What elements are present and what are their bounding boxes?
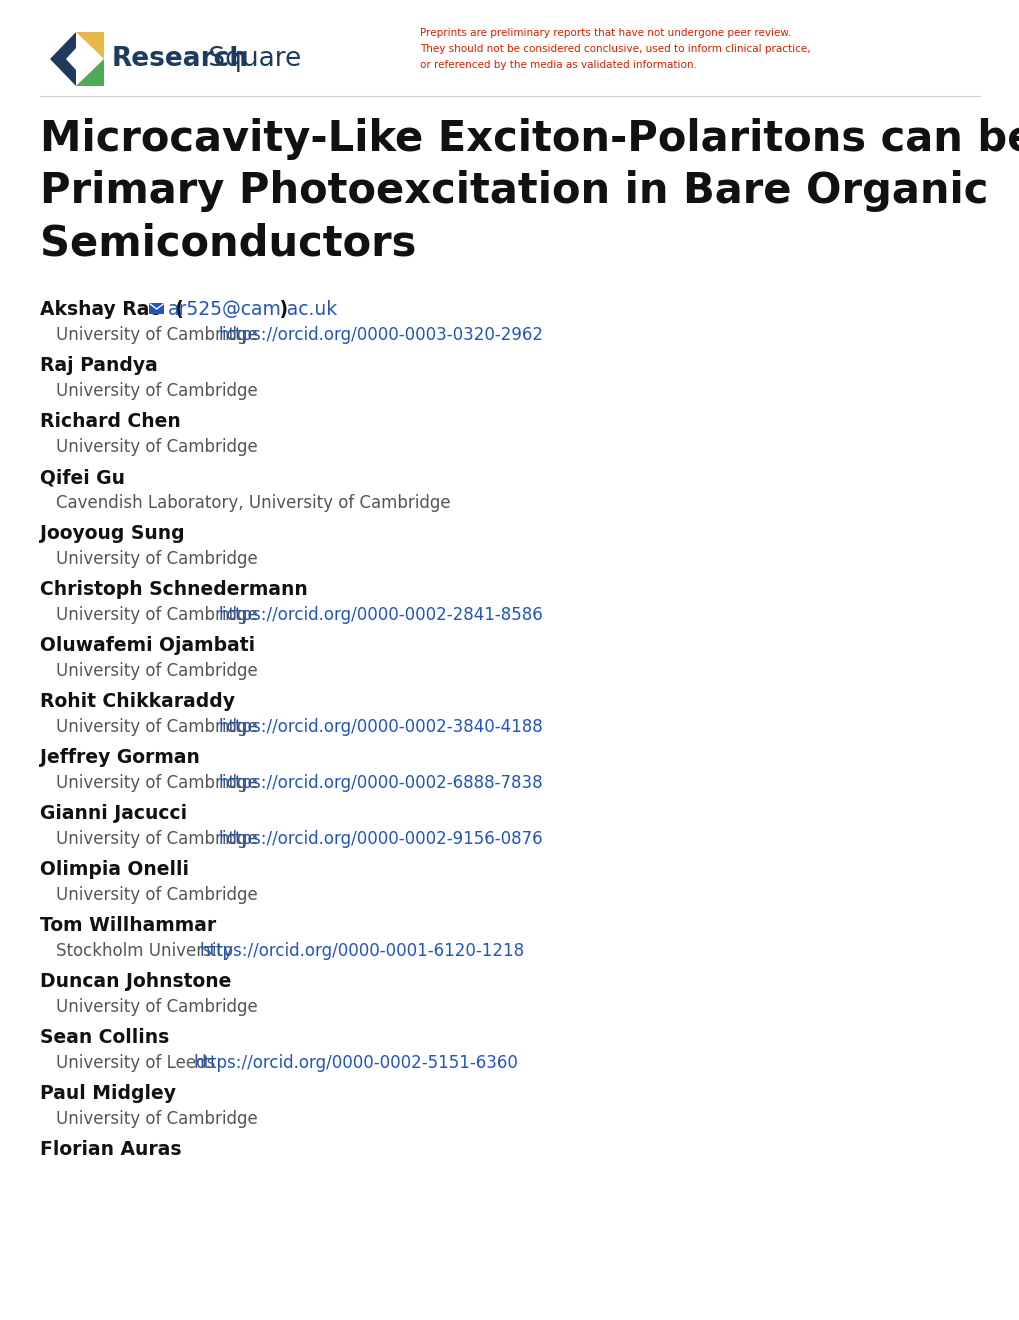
Text: Raj Pandya: Raj Pandya bbox=[40, 356, 158, 375]
Text: University of Cambridge: University of Cambridge bbox=[56, 718, 258, 737]
Text: Christoph Schnedermann: Christoph Schnedermann bbox=[40, 579, 308, 599]
Text: Preprints are preliminary reports that have not undergone peer review.: Preprints are preliminary reports that h… bbox=[420, 28, 791, 38]
Text: Akshay Rao  (: Akshay Rao ( bbox=[40, 300, 191, 319]
Text: Qifei Gu: Qifei Gu bbox=[40, 469, 125, 487]
Text: They should not be considered conclusive, used to inform clinical practice,: They should not be considered conclusive… bbox=[420, 44, 810, 54]
Text: Jooyoug Sung: Jooyoug Sung bbox=[40, 524, 184, 543]
Text: Duncan Johnstone: Duncan Johnstone bbox=[40, 972, 231, 991]
Text: University of Cambridge: University of Cambridge bbox=[56, 381, 258, 400]
Text: University of Cambridge: University of Cambridge bbox=[56, 606, 258, 624]
Text: Richard Chen: Richard Chen bbox=[40, 412, 180, 432]
Text: Primary Photoexcitation in Bare Organic: Primary Photoexcitation in Bare Organic bbox=[40, 170, 987, 213]
Text: ar525@cam.ac.uk: ar525@cam.ac.uk bbox=[168, 300, 338, 319]
Text: https://orcid.org/0000-0002-6888-7838: https://orcid.org/0000-0002-6888-7838 bbox=[219, 774, 543, 792]
Text: Research: Research bbox=[112, 46, 249, 73]
Text: https://orcid.org/0000-0003-0320-2962: https://orcid.org/0000-0003-0320-2962 bbox=[219, 326, 543, 345]
Text: University of Cambridge: University of Cambridge bbox=[56, 1110, 258, 1129]
Text: University of Cambridge: University of Cambridge bbox=[56, 998, 258, 1016]
Text: Oluwafemi Ojambati: Oluwafemi Ojambati bbox=[40, 636, 255, 655]
Text: Jeffrey Gorman: Jeffrey Gorman bbox=[40, 748, 200, 767]
Text: Cavendish Laboratory, University of Cambridge: Cavendish Laboratory, University of Camb… bbox=[56, 494, 450, 512]
Text: https://orcid.org/0000-0001-6120-1218: https://orcid.org/0000-0001-6120-1218 bbox=[200, 942, 525, 960]
Text: Microcavity-Like Exciton-Polaritons can be the: Microcavity-Like Exciton-Polaritons can … bbox=[40, 117, 1019, 160]
Text: Paul Midgley: Paul Midgley bbox=[40, 1084, 176, 1104]
Text: University of Cambridge: University of Cambridge bbox=[56, 830, 258, 847]
Text: Sean Collins: Sean Collins bbox=[40, 1028, 169, 1047]
Text: https://orcid.org/0000-0002-5151-6360: https://orcid.org/0000-0002-5151-6360 bbox=[194, 1053, 518, 1072]
FancyBboxPatch shape bbox=[149, 304, 164, 314]
Text: Semiconductors: Semiconductors bbox=[40, 222, 416, 264]
Text: Gianni Jacucci: Gianni Jacucci bbox=[40, 804, 186, 822]
Polygon shape bbox=[76, 59, 104, 86]
Text: Rohit Chikkaraddy: Rohit Chikkaraddy bbox=[40, 692, 234, 711]
Text: University of Leeds: University of Leeds bbox=[56, 1053, 215, 1072]
Text: University of Cambridge: University of Cambridge bbox=[56, 326, 258, 345]
Text: University of Cambridge: University of Cambridge bbox=[56, 438, 258, 455]
Text: University of Cambridge: University of Cambridge bbox=[56, 550, 258, 568]
Text: University of Cambridge: University of Cambridge bbox=[56, 663, 258, 680]
Text: https://orcid.org/0000-0002-9156-0876: https://orcid.org/0000-0002-9156-0876 bbox=[219, 830, 543, 847]
Text: ): ) bbox=[273, 300, 288, 319]
Text: Florian Auras: Florian Auras bbox=[40, 1140, 181, 1159]
Text: Tom Willhammar: Tom Willhammar bbox=[40, 916, 216, 935]
Text: University of Cambridge: University of Cambridge bbox=[56, 886, 258, 904]
Polygon shape bbox=[76, 32, 104, 59]
Text: or referenced by the media as validated information.: or referenced by the media as validated … bbox=[420, 59, 696, 70]
Text: Stockholm University: Stockholm University bbox=[56, 942, 232, 960]
Text: University of Cambridge: University of Cambridge bbox=[56, 774, 258, 792]
Text: Square: Square bbox=[200, 46, 301, 73]
Text: https://orcid.org/0000-0002-2841-8586: https://orcid.org/0000-0002-2841-8586 bbox=[219, 606, 543, 624]
Polygon shape bbox=[50, 32, 76, 86]
Polygon shape bbox=[66, 48, 86, 70]
Text: Olimpia Onelli: Olimpia Onelli bbox=[40, 861, 189, 879]
Text: https://orcid.org/0000-0002-3840-4188: https://orcid.org/0000-0002-3840-4188 bbox=[219, 718, 543, 737]
